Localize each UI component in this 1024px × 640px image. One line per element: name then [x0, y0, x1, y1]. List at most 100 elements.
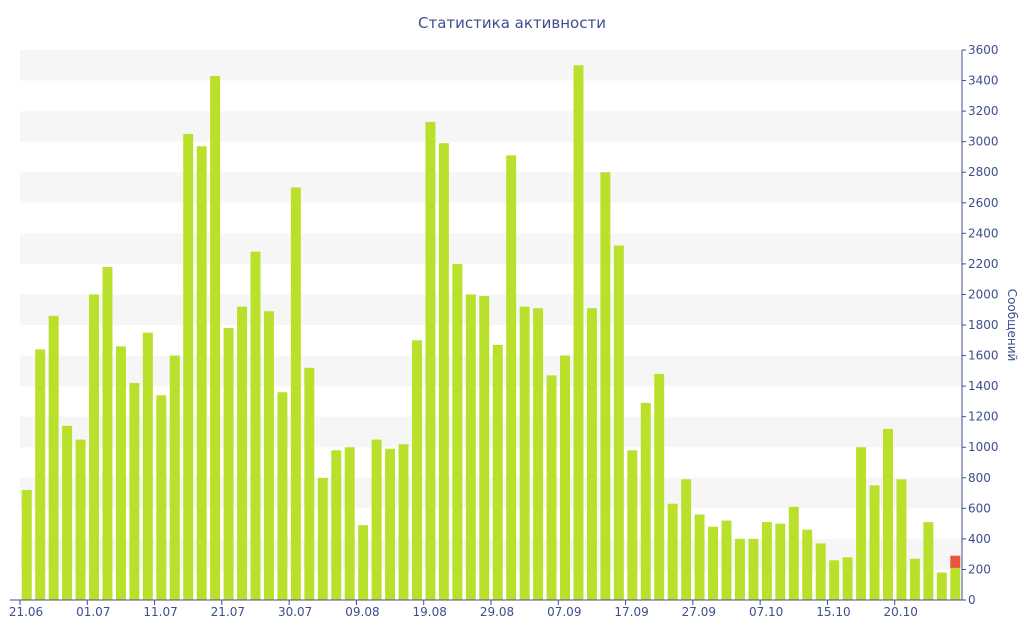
bar [317, 477, 328, 600]
y-tick-label: 3000 [968, 135, 999, 149]
y-tick-label: 3400 [968, 74, 999, 88]
grid-band [20, 111, 962, 142]
y-tick-label: 400 [968, 532, 991, 546]
y-tick-label: 600 [968, 501, 991, 515]
bar [748, 538, 759, 600]
x-tick-label: 11.07 [143, 605, 177, 619]
bars-group [21, 65, 961, 601]
bar [156, 395, 167, 600]
x-tick-label: 30.07 [278, 605, 312, 619]
bar [479, 295, 490, 600]
bar [667, 503, 678, 600]
bar [89, 294, 99, 600]
x-tick-label: 07.10 [749, 605, 783, 619]
bar [788, 506, 799, 600]
bar [802, 529, 813, 600]
bar [129, 383, 140, 600]
bar [909, 558, 920, 600]
grid-band [20, 294, 962, 325]
bar-highlight-segment [950, 555, 961, 568]
grid-band [20, 233, 962, 264]
y-tick-label: 2000 [968, 287, 999, 301]
bar [304, 367, 315, 600]
bar [681, 479, 692, 600]
bar [775, 523, 786, 600]
bar [142, 332, 153, 600]
grid-band [20, 50, 962, 81]
bar [573, 65, 584, 601]
bar [35, 349, 46, 600]
bar [533, 308, 544, 600]
x-tick-label: 07.09 [547, 605, 581, 619]
y-tick-label: 200 [968, 562, 991, 576]
bar [923, 522, 934, 600]
bar [896, 479, 907, 600]
bar [950, 567, 961, 600]
bar [519, 306, 530, 600]
bar [331, 450, 342, 600]
x-tick-label: 17.09 [614, 605, 648, 619]
bar [371, 439, 382, 600]
bar [62, 425, 73, 600]
bar [425, 121, 436, 601]
bar [613, 245, 624, 601]
bar [856, 447, 867, 600]
x-tick-label: 27.09 [682, 605, 716, 619]
bar [277, 392, 288, 600]
y-tick-label: 1400 [968, 379, 999, 393]
bar [223, 328, 234, 600]
bar [829, 560, 840, 600]
bar [734, 538, 745, 600]
bar [48, 315, 59, 600]
bar [694, 514, 705, 600]
y-tick-label: 800 [968, 471, 991, 485]
axes-group: 0 200 400 600 800 1000 1200 1400 1600 1800 2000 220… [9, 43, 999, 619]
bar [438, 143, 449, 600]
bar [869, 485, 880, 600]
bar [385, 448, 396, 600]
x-tick-label: 01.07 [76, 605, 110, 619]
bar [600, 172, 611, 600]
y-tick-label: 0 [968, 593, 976, 607]
bar [506, 155, 517, 600]
y-tick-label: 3200 [968, 104, 999, 118]
bar [102, 266, 113, 600]
bar [654, 373, 665, 600]
bar [546, 375, 557, 600]
chart-title: Статистика активности [418, 14, 606, 32]
y-tick-label: 2800 [968, 165, 999, 179]
y-tick-label: 3600 [968, 43, 999, 57]
x-tick-label: 15.10 [816, 605, 850, 619]
bar [263, 311, 274, 600]
bar [721, 520, 732, 600]
bar [290, 187, 301, 600]
y-axis-title: Сообщений [1005, 289, 1019, 362]
bar [183, 134, 194, 600]
bar [115, 346, 126, 600]
bar [358, 525, 369, 600]
bar [883, 428, 893, 600]
bar [492, 344, 503, 600]
grid-band [20, 355, 962, 387]
bar [210, 75, 221, 600]
x-tick-label: 21.06 [9, 605, 43, 619]
bar [842, 557, 853, 600]
y-tick-label: 1800 [968, 318, 999, 332]
bar [815, 543, 826, 600]
y-tick-label: 1200 [968, 410, 999, 424]
bar [708, 526, 719, 600]
y-tick-label: 1600 [968, 349, 999, 363]
x-tick-label: 09.08 [345, 605, 379, 619]
y-tick-label: 2400 [968, 226, 999, 240]
grid-band [20, 172, 962, 203]
bar [237, 306, 248, 600]
bar [398, 444, 409, 600]
x-tick-label: 19.08 [413, 605, 447, 619]
bar [21, 490, 32, 600]
bar [560, 355, 570, 600]
bar [169, 355, 180, 600]
bar [75, 439, 86, 600]
bar [761, 522, 772, 600]
